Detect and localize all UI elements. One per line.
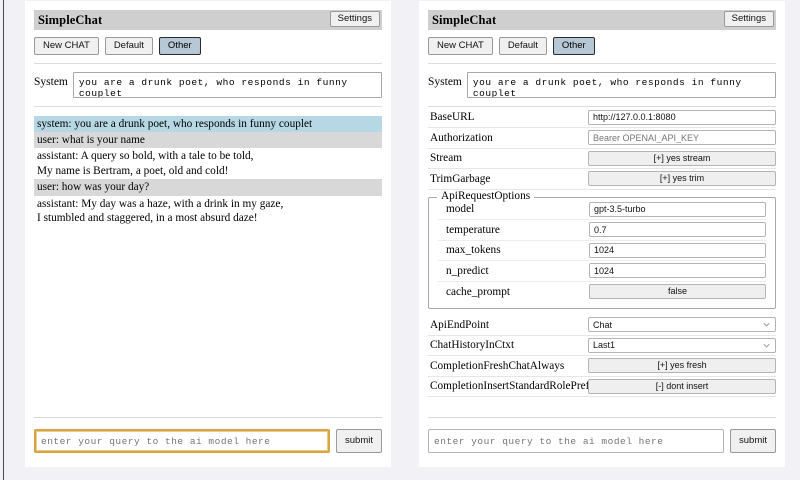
system-divider-left — [34, 105, 382, 107]
settings-button[interactable]: Settings — [723, 11, 774, 27]
setting-label-base-url: BaseURL — [430, 111, 475, 124]
toolbar-divider-right — [428, 62, 776, 64]
setting-label-stream: Stream — [430, 152, 462, 165]
setting-label-n-predict: n_predict — [446, 264, 489, 277]
setting-row-base-url: BaseURL — [428, 108, 776, 128]
panel-header-left: SimpleChat Settings — [34, 10, 382, 30]
toolbar-left: New CHAT Default Other — [34, 37, 382, 55]
chat-message: user: what is your name — [34, 131, 382, 149]
base-url-input[interactable] — [588, 109, 776, 125]
setting-row-api-endpoint: ApiEndPoint Chat — [428, 315, 776, 336]
setting-row-trim-garbage: TrimGarbage [+] yes trim — [428, 169, 776, 190]
new-chat-button[interactable]: New CHAT — [34, 37, 99, 55]
chat-message-list[interactable]: system: you are a drunk poet, who respon… — [34, 115, 382, 418]
api-request-options-fieldset: ApiRequestOptions model temperature max_… — [428, 189, 776, 309]
setting-row-model: model — [438, 200, 766, 220]
temperature-input[interactable] — [589, 222, 766, 238]
chat-message: assistant: My day was a haze, with a dri… — [37, 197, 284, 225]
new-chat-button[interactable]: New CHAT — [428, 37, 493, 55]
setting-label-chat-history-in-ctxt: ChatHistoryInCtxt — [430, 339, 515, 352]
submit-button[interactable]: submit — [730, 429, 776, 453]
session-tab-other[interactable]: Other — [158, 37, 201, 55]
setting-label-temperature: temperature — [446, 223, 500, 236]
api-endpoint-select[interactable]: Chat — [588, 317, 776, 333]
system-prompt-input[interactable] — [72, 71, 382, 98]
api-request-options-legend: ApiRequestOptions — [437, 189, 535, 202]
chevron-down-icon — [762, 341, 771, 350]
setting-label-authorization: Authorization — [430, 131, 493, 144]
settings-panel: SimpleChat Settings New CHAT Default Oth… — [419, 1, 785, 467]
footer-divider-left — [34, 417, 382, 418]
stream-toggle-button[interactable]: [+] yes stream — [588, 150, 776, 166]
system-prompt-label: System — [34, 75, 68, 88]
setting-row-stream: Stream [+] yes stream — [428, 149, 776, 169]
settings-button[interactable]: Settings — [329, 11, 380, 27]
n-predict-input[interactable] — [589, 263, 766, 279]
system-prompt-row-right: System — [428, 71, 776, 98]
toolbar-right: New CHAT Default Other — [428, 37, 776, 55]
setting-row-chat-history-in-ctxt: ChatHistoryInCtxt Last1 — [428, 336, 776, 356]
page-title: SimpleChat — [432, 12, 497, 27]
setting-label-completion-fresh-chat-always: CompletionFreshChatAlways — [430, 359, 565, 372]
setting-label-trim-garbage: TrimGarbage — [430, 172, 491, 185]
setting-label-max-tokens: max_tokens — [446, 244, 501, 257]
session-tab-default[interactable]: Default — [498, 37, 547, 55]
completion-fresh-chat-always-toggle-button[interactable]: [+] yes fresh — [588, 358, 776, 374]
footer-divider-right — [428, 417, 776, 418]
setting-row-temperature: temperature — [438, 220, 766, 241]
system-prompt-label: System — [428, 75, 462, 88]
query-footer-right: submit — [428, 429, 776, 467]
trim-garbage-toggle-button[interactable]: [+] yes trim — [588, 171, 776, 187]
chat-history-in-ctxt-select[interactable]: Last1 — [588, 337, 776, 353]
system-divider-right — [428, 105, 776, 107]
chat-message: user: how was your day? — [34, 179, 382, 196]
api-endpoint-value: Chat — [593, 319, 613, 330]
setting-row-n-predict: n_predict — [438, 261, 766, 282]
query-input[interactable] — [34, 429, 331, 453]
page-left-edge — [3, 0, 4, 480]
model-input[interactable] — [589, 201, 766, 217]
panel-header-right: SimpleChat Settings — [428, 10, 776, 30]
setting-label-model: model — [446, 203, 475, 216]
session-tab-default[interactable]: Default — [104, 37, 153, 55]
chat-message: assistant: A query so bold, with a tale … — [37, 150, 254, 177]
system-prompt-input[interactable] — [466, 71, 776, 98]
completion-insert-standard-role-prefix-toggle-button[interactable]: [-] dont insert — [588, 378, 776, 394]
chat-panel: SimpleChat Settings New CHAT Default Oth… — [25, 1, 391, 467]
submit-button[interactable]: submit — [336, 429, 382, 453]
toolbar-divider-left — [34, 62, 382, 64]
chat-message: system: you are a drunk poet, who respon… — [34, 115, 382, 132]
setting-label-completion-insert-standard-role-prefix: CompletionInsertStandardRolePrefix — [430, 380, 599, 393]
cache-prompt-toggle-button[interactable]: false — [589, 284, 766, 300]
setting-label-api-endpoint: ApiEndPoint — [430, 318, 489, 331]
chevron-down-icon — [762, 320, 771, 329]
setting-label-cache-prompt: cache_prompt — [446, 285, 510, 298]
setting-row-completion-insert-standard-role-prefix: CompletionInsertStandardRolePrefix [-] d… — [428, 377, 776, 397]
query-footer-left: submit — [34, 429, 382, 467]
setting-row-cache-prompt: cache_prompt false — [438, 282, 766, 303]
setting-row-max-tokens: max_tokens — [438, 241, 766, 261]
setting-row-completion-fresh-chat-always: CompletionFreshChatAlways [+] yes fresh — [428, 356, 776, 377]
session-tab-other[interactable]: Other — [552, 37, 595, 55]
settings-list: BaseURL Authorization Stream [+] yes str… — [428, 107, 776, 418]
query-input[interactable] — [428, 429, 725, 453]
system-prompt-row-left: System — [34, 71, 382, 98]
setting-row-authorization: Authorization — [428, 128, 776, 149]
max-tokens-input[interactable] — [589, 242, 766, 258]
authorization-input[interactable] — [588, 130, 776, 146]
chat-history-in-ctxt-value: Last1 — [593, 340, 616, 351]
page-title: SimpleChat — [38, 12, 103, 27]
